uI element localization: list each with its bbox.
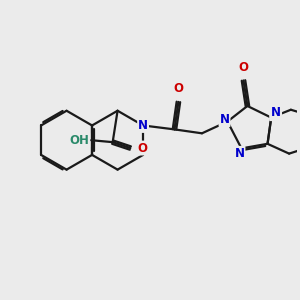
- Text: O: O: [173, 82, 183, 95]
- Text: N: N: [235, 147, 244, 160]
- Text: N: N: [270, 107, 280, 120]
- Text: N: N: [138, 119, 148, 132]
- Text: N: N: [220, 113, 230, 126]
- Text: OH: OH: [69, 134, 89, 147]
- Text: O: O: [238, 61, 248, 74]
- Text: O: O: [137, 142, 147, 154]
- Text: N: N: [271, 106, 281, 119]
